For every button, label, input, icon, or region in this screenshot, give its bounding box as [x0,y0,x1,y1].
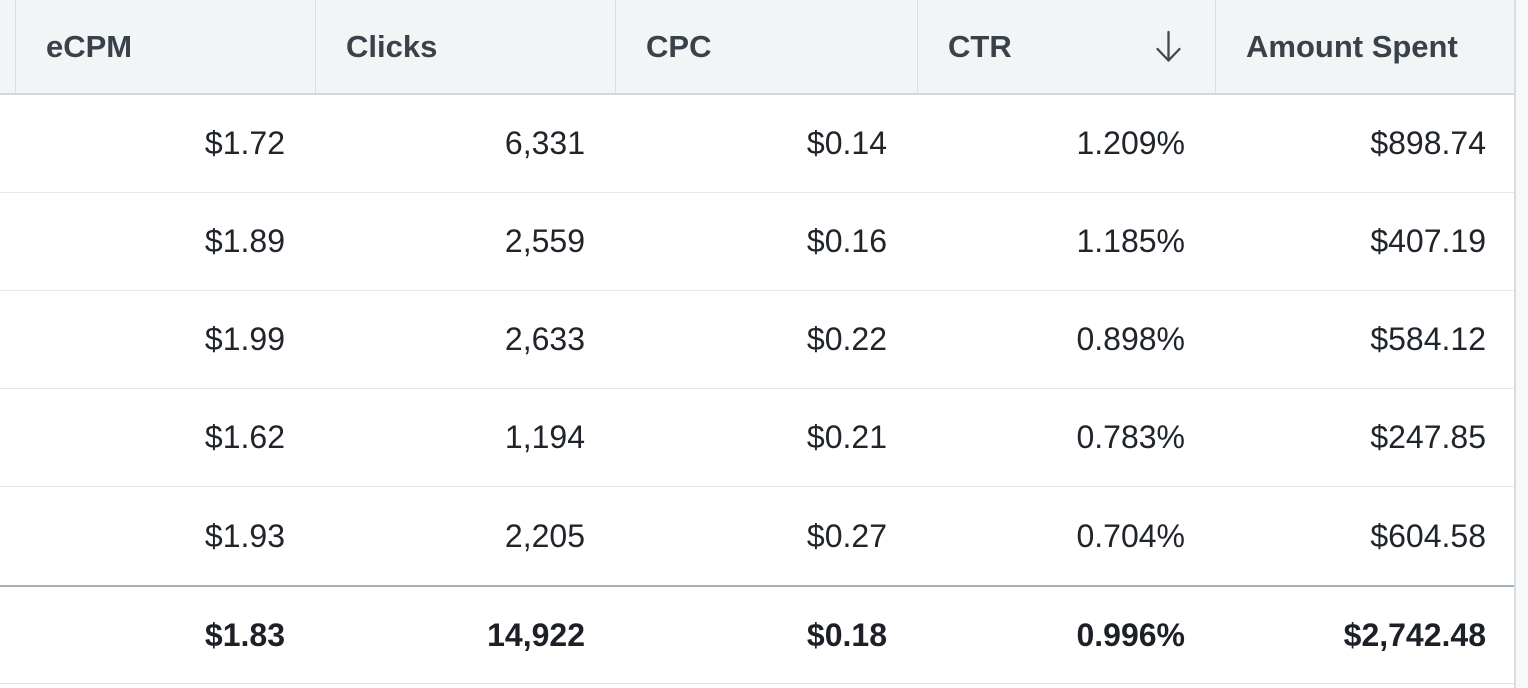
column-header-cpc[interactable]: CPC [615,0,917,93]
cell-clicks: 2,633 [504,321,585,357]
totals-cell-ctr: 0.996% [1076,616,1185,653]
totals-cell-cpc: $0.18 [806,616,887,653]
row-left-stub [0,487,15,585]
cell-cpc: $0.16 [806,223,887,259]
column-header-ctr[interactable]: CTR [917,0,1215,93]
cell-amount_spent: $898.74 [1370,125,1486,161]
row-left-stub [0,95,15,192]
cell-ctr: 0.704% [1076,517,1185,554]
cell-ctr: 0.898% [1076,321,1185,357]
cell-clicks: 2,559 [504,223,585,259]
cell-clicks: 1,194 [504,419,585,455]
cell-clicks: 6,331 [504,125,585,161]
column-header-amount-spent-label: Amount Spent [1246,28,1458,64]
column-header-ecpm[interactable]: eCPM [15,0,315,93]
column-header-clicks[interactable]: Clicks [315,0,615,93]
table-row: $1.99 2,633 $0.22 0.898% $584.12 [0,291,1514,389]
header-left-stub [0,0,15,93]
totals-cell-clicks: 14,922 [487,616,585,653]
cell-amount_spent: $584.12 [1370,321,1486,357]
row-left-stub [0,193,15,290]
cell-ecpm: $1.72 [204,125,285,161]
cell-cpc: $0.22 [806,321,887,357]
cell-amount_spent: $407.19 [1370,223,1486,259]
row-left-stub [0,291,15,388]
cell-ctr: 0.783% [1076,419,1185,455]
cell-amount_spent: $247.85 [1370,419,1486,455]
column-header-clicks-label: Clicks [346,28,438,64]
cell-ecpm: $1.99 [204,321,285,357]
totals-row: $1.83 14,922 $0.18 0.996% $2,742.48 [0,585,1514,684]
cell-cpc: $0.14 [806,125,887,161]
cell-cpc: $0.27 [806,517,887,554]
table-row: $1.89 2,559 $0.16 1.185% $407.19 [0,193,1514,291]
table-row: $1.93 2,205 $0.27 0.704% $604.58 [0,487,1514,585]
cell-ctr: 1.185% [1076,223,1185,259]
cell-amount_spent: $604.58 [1370,517,1486,554]
table-right-gutter [1516,0,1528,688]
totals-cell-ecpm: $1.83 [204,616,285,653]
cell-ecpm: $1.93 [204,517,285,554]
table-row: $1.72 6,331 $0.14 1.209% $898.74 [0,95,1514,193]
column-header-ctr-label: CTR [948,28,1012,64]
table-row: $1.62 1,194 $0.21 0.783% $247.85 [0,389,1514,487]
row-left-stub [0,389,15,486]
table-body: $1.72 6,331 $0.14 1.209% $898.74 $1.89 2… [0,95,1514,585]
column-header-cpc-label: CPC [646,28,712,64]
cell-ctr: 1.209% [1076,125,1185,161]
cell-ecpm: $1.89 [204,223,285,259]
totals-left-stub [0,587,15,683]
column-header-amount-spent[interactable]: Amount Spent [1215,0,1516,93]
cell-cpc: $0.21 [806,419,887,455]
cell-clicks: 2,205 [504,517,585,554]
table-header-row: eCPM Clicks CPC CTR Amount Spent [0,0,1514,95]
totals-cell-amount-spent: $2,742.48 [1343,616,1486,653]
column-header-ecpm-label: eCPM [46,28,133,64]
cell-ecpm: $1.62 [204,419,285,455]
sort-descending-arrow-icon [1153,30,1184,64]
